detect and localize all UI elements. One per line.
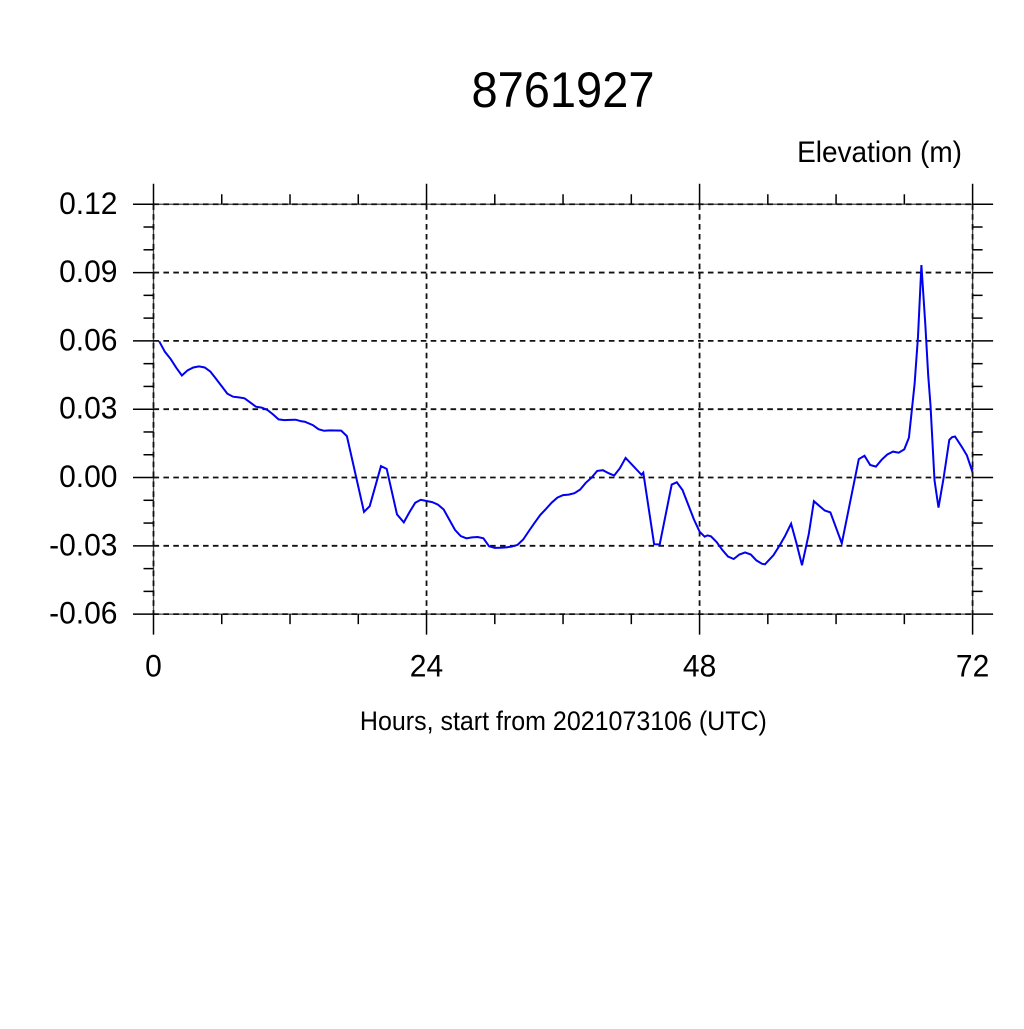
svg-text:-0.06: -0.06 [49, 595, 117, 631]
svg-text:24: 24 [410, 648, 443, 684]
svg-text:48: 48 [683, 648, 716, 684]
svg-text:0.09: 0.09 [59, 253, 117, 289]
svg-text:-0.03: -0.03 [49, 527, 117, 563]
svg-text:72: 72 [956, 648, 989, 684]
svg-text:Hours, start from 2021073106 (: Hours, start from 2021073106 (UTC) [360, 707, 767, 736]
svg-text:0.12: 0.12 [59, 185, 117, 221]
svg-text:Elevation (m): Elevation (m) [797, 136, 962, 169]
svg-text:0.00: 0.00 [59, 458, 117, 494]
svg-text:0.06: 0.06 [59, 322, 117, 358]
svg-text:0: 0 [145, 648, 162, 684]
svg-text:0.03: 0.03 [59, 390, 117, 426]
svg-text:8761927: 8761927 [472, 63, 655, 119]
